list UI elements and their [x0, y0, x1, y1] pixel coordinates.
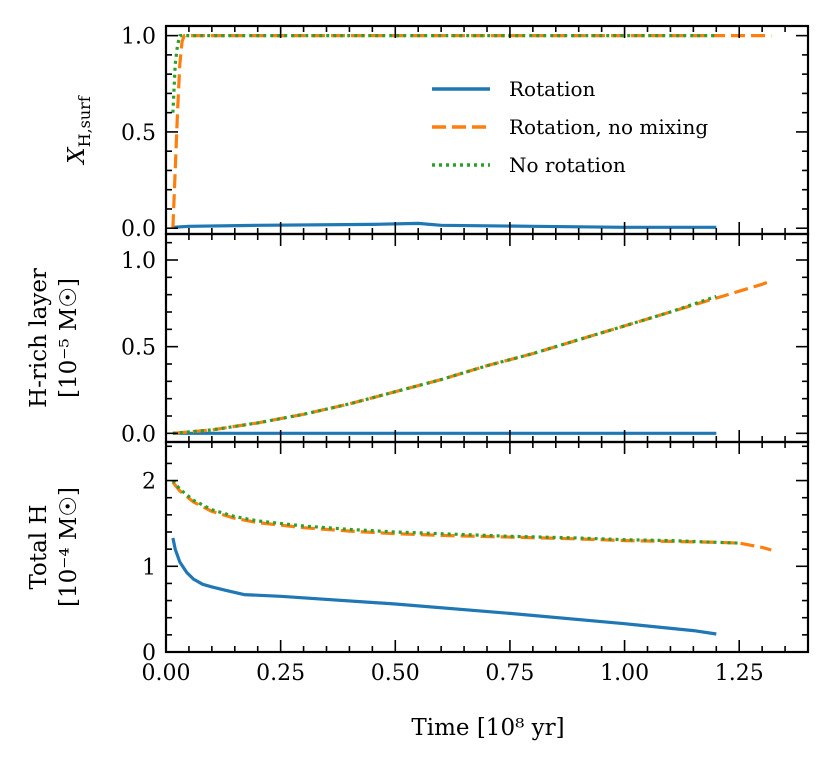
x-tick-label: 0.25 — [256, 661, 305, 686]
x-axis-label: Time [10⁸ yr] — [411, 715, 564, 741]
legend-label-0: Rotation — [509, 77, 596, 101]
y-tick-label-total-h: 0 — [142, 641, 156, 666]
y-axis-label-line2-total-h: [10⁻⁴ M☉] — [56, 487, 82, 607]
panel-frame-total-h — [164, 440, 810, 654]
panel-total-h: 0 1 2 Total H [10⁻⁴ M☉] — [26, 440, 810, 666]
series-total-h-1 — [171, 481, 772, 552]
y-axis-label-sub: H,surf — [75, 95, 94, 147]
panel-frame-surface-h — [164, 24, 810, 236]
series-surface-h-2 — [171, 33, 717, 113]
legend: Rotation Rotation, no mixing No rotation — [432, 77, 708, 177]
x-tick-label: 1.00 — [600, 661, 649, 686]
y-tick-label-total-h: 1 — [142, 555, 156, 580]
panel-h-rich-layer: 0.0 0.5 1.0 H-rich layer [10⁻⁵ M☉] — [26, 232, 810, 447]
y-axis-label-line1-total-h: Total H — [26, 504, 52, 589]
y-axis-label-main: X — [64, 146, 90, 166]
y-tick-label-h-rich-layer: 0.0 — [121, 422, 156, 447]
y-tick-label-surface-h: 1.0 — [121, 25, 156, 50]
y-tick-label-total-h: 2 — [142, 470, 156, 495]
series-surface-h-1 — [171, 33, 772, 229]
y-tick-label-surface-h: 0.5 — [121, 121, 156, 146]
x-tick-label: 0.75 — [485, 661, 534, 686]
y-axis-label-line1-h-rich-layer: H-rich layer — [26, 268, 52, 408]
x-tick-label: 1.25 — [715, 661, 764, 686]
x-tick-label: 0.00 — [142, 661, 191, 686]
legend-label-2: No rotation — [509, 153, 626, 177]
series-h-rich-layer-2 — [172, 294, 717, 435]
y-tick-label-h-rich-layer: 1.0 — [121, 249, 156, 274]
legend-label-1: Rotation, no mixing — [509, 115, 708, 139]
y-tick-label-h-rich-layer: 0.5 — [121, 336, 156, 361]
y-axis-label-surface-h: XH,surf — [64, 95, 94, 166]
y-axis-label-line2-h-rich-layer: [10⁻⁵ M☉] — [56, 278, 82, 398]
panel-frame-h-rich-layer — [164, 232, 810, 444]
series-total-h-2 — [171, 479, 740, 545]
series-total-h-0 — [171, 537, 717, 636]
series-surface-h-0 — [172, 221, 717, 229]
y-tick-label-surface-h: 0.0 — [121, 217, 156, 242]
series-h-rich-layer-1 — [172, 279, 772, 435]
panel-surface-h: 0.0 0.5 1.0 XH,surf — [64, 24, 810, 242]
x-tick-label: 0.50 — [371, 661, 420, 686]
